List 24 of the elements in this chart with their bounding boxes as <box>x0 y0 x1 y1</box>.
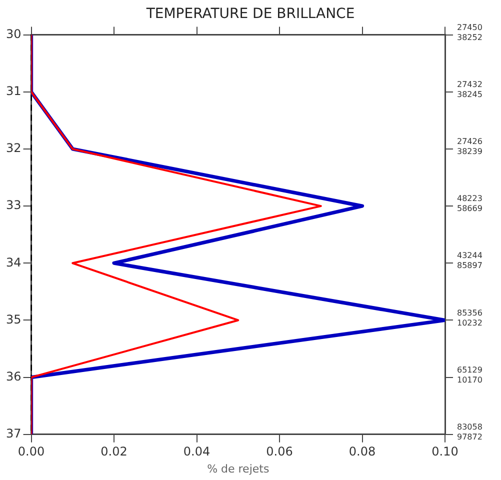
text: 83058 97872 <box>457 422 482 442</box>
x-tick-label: 0.08 <box>348 444 376 459</box>
x-tick-label: 0.06 <box>266 444 293 459</box>
x-tick-label: 0.10 <box>432 444 458 459</box>
y-tick-label: 35 <box>6 312 22 326</box>
text: 27426 38239 <box>457 137 482 156</box>
text: 85356 10232 <box>457 308 482 328</box>
text: 65129 10170 <box>457 365 482 384</box>
x-tick-label: 0.02 <box>100 444 128 459</box>
y-tick-label: 30 <box>6 26 22 41</box>
y-tick-label: 37 <box>6 426 22 441</box>
y-tick-label: 33 <box>6 198 22 212</box>
x-tick-label: 0.00 <box>18 444 45 459</box>
text: 27450 38252 <box>457 22 482 42</box>
y-tick-label: 36 <box>6 369 22 384</box>
chart-title: TEMPERATURE DE BRILLANCE <box>145 6 355 22</box>
y-tick-label: 32 <box>6 141 22 156</box>
text: 27432 38245 <box>457 80 482 99</box>
text: 48223 58669 <box>457 194 482 214</box>
x-tick-label: 0.04 <box>183 444 210 459</box>
x-axis-title: % de rejets <box>207 462 270 476</box>
y-tick-label: 34 <box>6 255 22 270</box>
text: 43244 85897 <box>457 251 482 270</box>
y-tick-label: 31 <box>6 84 22 98</box>
